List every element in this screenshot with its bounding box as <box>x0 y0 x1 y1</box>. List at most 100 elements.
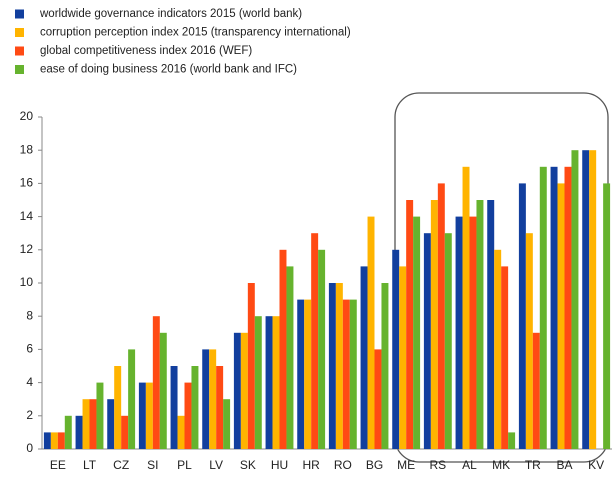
legend-swatch <box>15 9 24 19</box>
bar <box>297 299 305 449</box>
x-tick-label: TR <box>525 458 541 472</box>
bar <box>349 299 357 449</box>
x-tick-label: RS <box>429 458 446 472</box>
bar <box>539 166 547 450</box>
legend-label: corruption perception index 2015 (transp… <box>40 27 351 39</box>
x-tick-label: BG <box>366 458 383 472</box>
bar <box>550 166 558 450</box>
bar <box>107 399 115 449</box>
bar <box>582 150 590 449</box>
bar <box>311 233 319 449</box>
y-tick-label: 8 <box>26 308 33 322</box>
bar <box>272 316 280 449</box>
x-tick-label: CZ <box>113 458 129 472</box>
y-tick-label: 2 <box>26 408 33 422</box>
x-tick-label: RO <box>334 458 352 472</box>
bar <box>128 349 136 449</box>
y-tick-label: 12 <box>20 242 34 256</box>
y-tick-label: 20 <box>20 109 34 123</box>
x-tick-label: SI <box>147 458 158 472</box>
bar <box>487 200 495 449</box>
bar <box>159 332 167 449</box>
y-tick-label: 18 <box>20 142 34 156</box>
bar <box>145 382 153 449</box>
bar <box>462 166 470 450</box>
bar <box>367 216 375 449</box>
y-tick-label: 0 <box>26 441 33 455</box>
y-tick-label: 10 <box>20 275 34 289</box>
bar <box>603 183 611 449</box>
bar <box>518 183 526 449</box>
bar <box>114 366 122 449</box>
legend-swatch <box>15 65 24 74</box>
y-tick-label: 6 <box>26 342 33 356</box>
x-tick-label: SK <box>240 458 256 472</box>
legend-label: ease of doing business 2016 (world bank … <box>40 64 297 76</box>
y-tick-label: 16 <box>20 176 34 190</box>
x-tick-label: MK <box>492 458 510 472</box>
bar <box>43 432 51 449</box>
bar <box>121 415 129 449</box>
x-tick-label: LT <box>83 458 97 472</box>
bar <box>525 233 533 449</box>
bar <box>304 299 312 449</box>
y-tick-label: 14 <box>20 209 34 223</box>
bar <box>184 382 192 449</box>
bar <box>233 332 241 449</box>
bar <box>152 316 160 449</box>
bar <box>328 283 336 449</box>
bar <box>437 183 445 449</box>
bar <box>423 233 431 449</box>
bar <box>557 183 565 449</box>
bar <box>430 200 438 449</box>
bar <box>279 249 287 449</box>
bar <box>265 316 273 449</box>
bar <box>374 349 382 449</box>
bar <box>455 216 463 449</box>
bar <box>413 216 421 449</box>
bar <box>406 200 414 449</box>
legend-swatch <box>15 46 24 56</box>
x-tick-label: AL <box>462 458 477 472</box>
bar <box>532 332 540 449</box>
bar <box>571 150 579 449</box>
bar <box>286 266 294 449</box>
bar <box>392 249 400 449</box>
bar <box>254 316 262 449</box>
bar <box>508 432 516 449</box>
bar <box>223 399 231 449</box>
bar <box>501 266 509 449</box>
bar <box>381 283 389 449</box>
x-tick-label: HR <box>302 458 320 472</box>
x-tick-label: EE <box>50 458 66 472</box>
legend-label: global competitiveness index 2016 (WEF) <box>40 45 252 57</box>
bar <box>75 415 83 449</box>
x-tick-label: KV <box>588 458 604 472</box>
bar <box>170 366 178 449</box>
x-tick-label: LV <box>209 458 223 472</box>
bar <box>360 266 368 449</box>
bar <box>494 249 502 449</box>
bar <box>216 366 224 449</box>
bar <box>82 399 90 449</box>
bar <box>399 266 407 449</box>
x-tick-label: PL <box>177 458 192 472</box>
bar <box>444 233 452 449</box>
bar <box>564 166 572 450</box>
legend-swatch <box>15 28 24 37</box>
y-tick-label: 4 <box>26 375 33 389</box>
bar <box>50 432 58 449</box>
bar <box>240 332 248 449</box>
legend-label: worldwide governance indicators 2015 (wo… <box>39 8 302 20</box>
bar <box>469 216 477 449</box>
bar <box>96 382 104 449</box>
bar <box>342 299 350 449</box>
bar <box>191 366 199 449</box>
x-tick-label: HU <box>271 458 288 472</box>
bar <box>209 349 217 449</box>
bar <box>247 283 255 449</box>
x-tick-label: BA <box>556 458 572 472</box>
bar <box>64 415 72 449</box>
bar <box>335 283 343 449</box>
